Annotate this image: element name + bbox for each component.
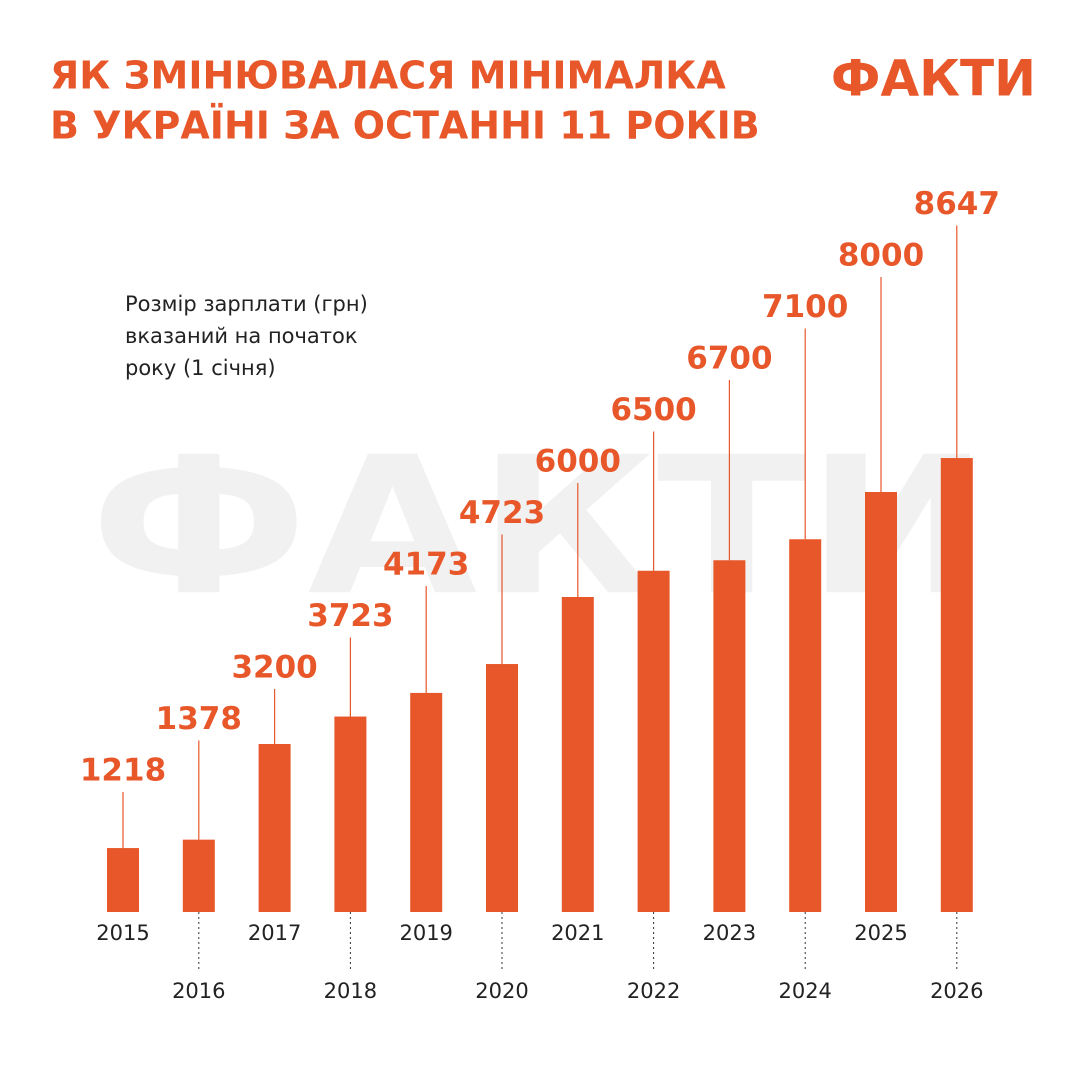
x-tick-label: 2017 (248, 921, 301, 945)
note: вказаний на початок (125, 324, 358, 348)
logo: ФАКТИ (831, 50, 1036, 108)
value-label: 4173 (383, 547, 469, 583)
x-tick-label: 2019 (399, 921, 452, 945)
x-tick-label: 2021 (551, 921, 604, 945)
chart-title: В УКРАЇНІ ЗА ОСТАННІ 11 РОКІВ (50, 104, 760, 148)
bar (486, 664, 518, 912)
bar (789, 539, 822, 912)
value-label: 8000 (838, 238, 924, 274)
bar (637, 570, 670, 912)
value-label: 4723 (459, 495, 545, 531)
x-tick-label: 2026 (930, 979, 983, 1003)
bar (940, 458, 973, 912)
bar (410, 692, 443, 912)
note: року (1 січня) (125, 356, 276, 380)
x-tick-label: 2018 (324, 979, 377, 1003)
value-label: 8647 (914, 186, 1000, 222)
x-tick-label: 2023 (703, 921, 756, 945)
x-tick-label: 2025 (854, 921, 907, 945)
value-label: 3200 (231, 650, 317, 686)
bar (713, 560, 746, 912)
x-tick-label: 2015 (96, 921, 149, 945)
bar (107, 848, 139, 912)
chart-title: ЯК ЗМІНЮВАЛАСЯ МІНІМАЛКА (50, 54, 726, 98)
x-tick-label: 2016 (172, 979, 225, 1003)
watermark: ФАКТИ (90, 416, 990, 637)
note: Розмір зарплати (грн) (125, 292, 368, 316)
bar (334, 716, 367, 912)
value-label: 6000 (535, 444, 621, 480)
bar (865, 492, 897, 912)
value-label: 1378 (156, 701, 242, 737)
x-tick-label: 2022 (627, 979, 680, 1003)
bar (182, 839, 215, 912)
value-label: 7100 (762, 289, 848, 325)
value-label: 1218 (80, 753, 166, 789)
value-label: 3723 (307, 598, 393, 634)
x-tick-label: 2020 (475, 979, 528, 1003)
bar (258, 744, 291, 912)
bar (561, 597, 594, 912)
value-label: 6700 (686, 341, 772, 377)
x-tick-label: 2024 (778, 979, 831, 1003)
value-label: 6500 (610, 392, 696, 428)
